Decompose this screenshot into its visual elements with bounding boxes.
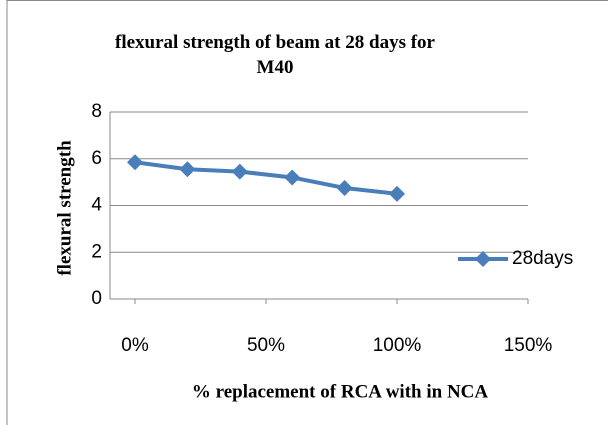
point	[284, 169, 301, 186]
legend-label: 28days	[512, 248, 573, 269]
chart-title: flexural strength of beam at 28 days for…	[115, 32, 436, 78]
y-tick-label: 8	[91, 101, 102, 122]
x-tick-label: 50%	[247, 335, 285, 356]
y-axis-label: flexural strength	[54, 140, 75, 276]
x-tick-label: 100%	[373, 335, 422, 356]
point	[336, 179, 353, 196]
y-tick-label: 6	[91, 148, 102, 169]
title-line: M40	[257, 57, 294, 78]
y-tick-label: 4	[91, 195, 102, 216]
y-tick-label: 2	[91, 241, 102, 262]
point	[127, 154, 143, 171]
x-tick-label: 150%	[504, 335, 553, 356]
y-tick-label: 0	[91, 288, 102, 309]
series-line	[134, 160, 398, 196]
x-tick-label: 0%	[121, 335, 149, 356]
point	[389, 185, 405, 202]
point	[179, 161, 196, 178]
legend-marker	[475, 251, 491, 267]
x-axis-label: % replacement of RCA with in NCA	[192, 381, 489, 402]
point	[231, 163, 248, 180]
title-line: flexural strength of beam at 28 days for	[115, 32, 436, 53]
